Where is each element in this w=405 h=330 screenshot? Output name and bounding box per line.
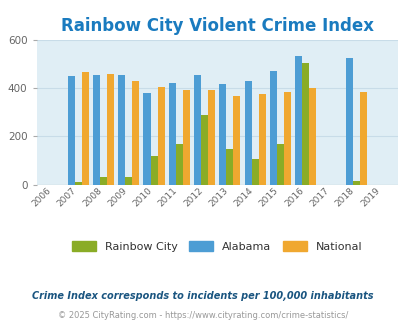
Text: Crime Index corresponds to incidents per 100,000 inhabitants: Crime Index corresponds to incidents per… [32, 291, 373, 301]
Bar [118, 76, 125, 185]
Bar [301, 63, 309, 185]
Bar [150, 156, 157, 185]
Bar [294, 56, 301, 185]
Bar [359, 92, 366, 185]
Bar [182, 90, 190, 185]
Bar [251, 159, 258, 185]
Bar [168, 83, 175, 185]
Bar [68, 76, 75, 185]
Bar [269, 71, 276, 185]
Bar [219, 84, 226, 185]
Text: © 2025 CityRating.com - https://www.cityrating.com/crime-statistics/: © 2025 CityRating.com - https://www.city… [58, 312, 347, 320]
Bar [93, 76, 100, 185]
Title: Rainbow City Violent Crime Index: Rainbow City Violent Crime Index [61, 17, 373, 35]
Bar [200, 115, 208, 185]
Bar [244, 81, 251, 185]
Bar [143, 93, 150, 185]
Bar [125, 177, 132, 185]
Bar [233, 96, 240, 185]
Bar [157, 87, 164, 185]
Bar [194, 76, 200, 185]
Bar [208, 90, 215, 185]
Bar [258, 94, 265, 185]
Bar [81, 72, 89, 185]
Bar [107, 74, 114, 185]
Bar [345, 58, 352, 185]
Bar [352, 181, 359, 185]
Bar [309, 88, 315, 185]
Bar [283, 92, 290, 185]
Bar [132, 81, 139, 185]
Legend: Rainbow City, Alabama, National: Rainbow City, Alabama, National [67, 237, 366, 256]
Bar [276, 144, 283, 185]
Bar [175, 144, 182, 185]
Bar [75, 182, 81, 185]
Bar [226, 149, 233, 185]
Bar [100, 177, 107, 185]
